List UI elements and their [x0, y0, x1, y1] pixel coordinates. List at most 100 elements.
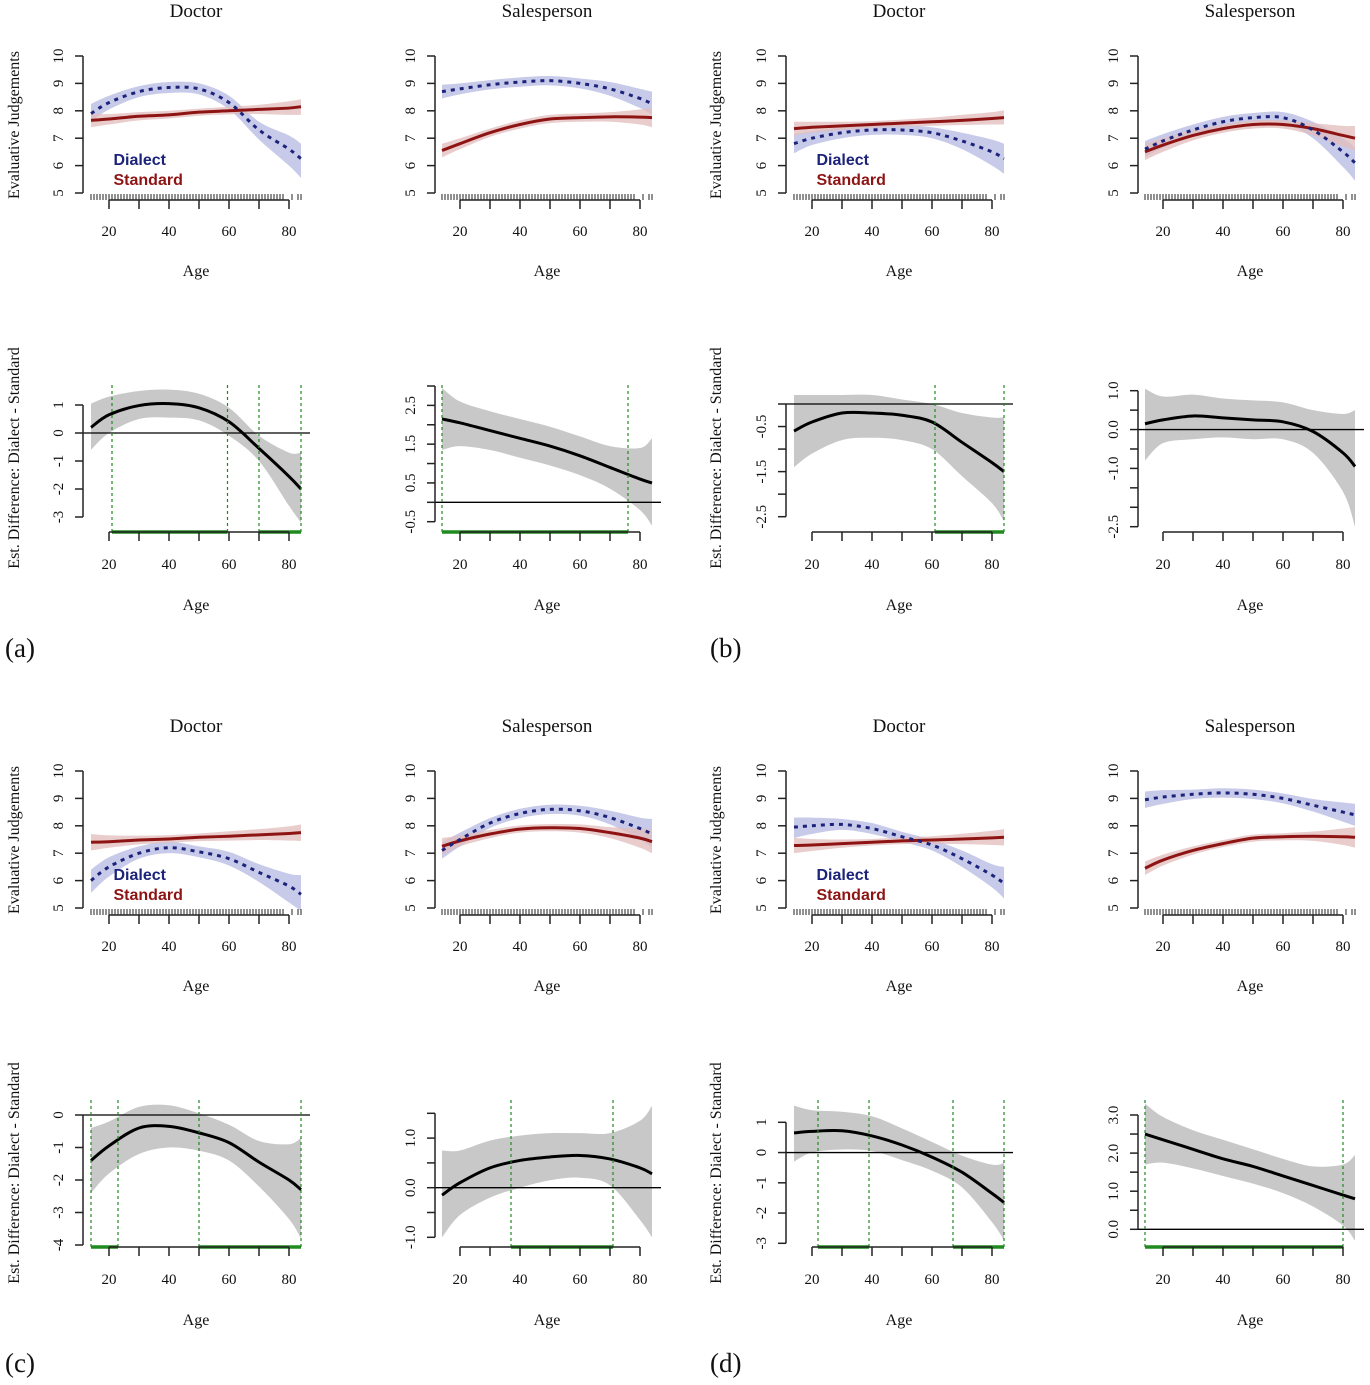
y-tick-label: 9: [403, 795, 419, 803]
x-tick-label: 80: [985, 224, 1000, 240]
x-tick-label: 60: [222, 224, 237, 240]
x-tick-label: 40: [162, 1272, 177, 1288]
y-tick-label: 9: [1106, 795, 1122, 803]
difference-plot-a-doctor: -3 -2 -1 0 1 20 40 60 80 Age Est. Difference: Dial…: [6, 347, 310, 614]
plot-title: Salesperson: [502, 1, 593, 22]
difference-confidence-band: [1145, 388, 1355, 527]
y-tick-label: 9: [403, 80, 419, 88]
x-tick-label: 80: [985, 939, 1000, 955]
y-tick-label: 5: [403, 189, 419, 197]
x-tick-label: 40: [513, 224, 528, 240]
x-axis-label: Age: [886, 263, 913, 280]
difference-plot-b-salesperson: -2.5 -1.0 0.0 1.0 20 40 60 80 Age: [1106, 381, 1364, 614]
y-tick-label: 6: [1106, 161, 1122, 169]
x-tick-label: 20: [453, 557, 468, 573]
dialect-line: [793, 128, 1005, 161]
x-tick-label: 40: [513, 1272, 528, 1288]
y-tick-label: 0: [51, 429, 67, 437]
y-tick-label: 10: [754, 764, 770, 779]
x-axis-label: Age: [886, 1312, 913, 1329]
y-tick-label: 1: [754, 1119, 770, 1127]
y-tick-label: 6: [51, 876, 67, 884]
y-axis-label: Est. Difference: Dialect - Standard: [708, 347, 725, 568]
y-tick-label: 8: [403, 107, 419, 115]
y-tick-label: -1: [51, 455, 67, 468]
x-tick-label: 80: [1336, 224, 1351, 240]
x-tick-label: 20: [1156, 224, 1171, 240]
x-tick-label: 40: [513, 557, 528, 573]
difference-confidence-band: [1145, 1103, 1355, 1241]
y-tick-label: 6: [754, 161, 770, 169]
x-tick-label: 60: [1276, 939, 1291, 955]
x-axis-label: Age: [534, 978, 561, 995]
x-tick-label: 20: [102, 1272, 117, 1288]
y-tick-label: -4: [51, 1238, 67, 1251]
y-tick-label: 6: [403, 161, 419, 169]
x-tick-label: 80: [633, 557, 648, 573]
dialect-line: [1144, 115, 1357, 164]
panel-label: (a): [5, 633, 35, 663]
x-tick-label: 40: [1216, 557, 1231, 573]
y-tick-label: 10: [403, 49, 419, 64]
x-axis-label: Age: [1237, 1312, 1264, 1329]
plot-title: Salesperson: [1205, 716, 1296, 737]
y-tick-label: 0: [754, 1149, 770, 1157]
y-tick-label: 8: [754, 107, 770, 115]
standard-confidence-band: [1145, 827, 1355, 876]
difference-line: [1144, 414, 1357, 468]
difference-confidence-band: [91, 1104, 301, 1239]
panel-label: (d): [710, 1348, 741, 1378]
standard-line: [441, 115, 653, 152]
x-tick-label: 60: [222, 557, 237, 573]
y-tick-label: 6: [403, 876, 419, 884]
y-tick-label: 7: [403, 849, 419, 857]
plot-title: Doctor: [873, 716, 926, 737]
standard-line: [1144, 122, 1356, 154]
y-tick-label: 9: [754, 80, 770, 88]
x-tick-label: 40: [865, 1272, 880, 1288]
x-tick-label: 60: [1276, 224, 1291, 240]
plot-title: Doctor: [170, 1, 223, 22]
x-tick-label: 40: [162, 557, 177, 573]
difference-confidence-band: [91, 389, 301, 523]
y-tick-label: -2.5: [1106, 515, 1122, 539]
difference-plot-a-salesperson: -0.5 0.5 1.5 2.5 20 40 60 80 Age: [403, 385, 661, 614]
x-tick-label: 80: [633, 939, 648, 955]
standard-line: [90, 831, 302, 844]
y-tick-label: 6: [51, 161, 67, 169]
x-tick-label: 20: [102, 939, 117, 955]
panel-label: (c): [5, 1348, 35, 1378]
x-tick-label: 80: [985, 557, 1000, 573]
difference-line: [90, 401, 303, 491]
y-tick-label: -2: [754, 1207, 770, 1220]
y-tick-label: -3: [51, 1206, 67, 1219]
legend-dialect: Dialect: [114, 152, 167, 169]
x-tick-label: 20: [1156, 1272, 1171, 1288]
y-tick-label: -1.5: [754, 460, 770, 484]
y-tick-label: -2: [51, 1174, 67, 1187]
x-tick-label: 60: [222, 1272, 237, 1288]
x-tick-label: 20: [1156, 557, 1171, 573]
y-tick-label: 7: [1106, 134, 1122, 142]
x-tick-label: 40: [1216, 1272, 1231, 1288]
x-tick-label: 20: [805, 939, 820, 955]
y-tick-label: 5: [754, 189, 770, 197]
ratings-plot-a-salesperson: Salesperson 5 6 7 8 9 10 20 40 60 80 Age: [403, 1, 653, 280]
x-tick-label: 60: [573, 1272, 588, 1288]
y-tick-label: 8: [403, 822, 419, 830]
y-tick-label: 1.5: [403, 435, 419, 454]
y-tick-label: 7: [754, 849, 770, 857]
y-tick-label: 5: [51, 189, 67, 197]
x-tick-label: 60: [925, 557, 940, 573]
y-tick-label: 7: [754, 134, 770, 142]
ratings-plot-d-doctor: Doctor Dialect Standard 5 6 7 8 9 10 20 40 60 80 Age E…: [708, 716, 1005, 995]
y-tick-label: 7: [1106, 849, 1122, 857]
dialect-confidence-band: [91, 841, 301, 911]
y-axis-label: Evaluative Judgements: [708, 766, 725, 914]
x-tick-label: 80: [282, 557, 297, 573]
y-tick-label: 10: [403, 764, 419, 779]
dialect-line: [793, 822, 1005, 885]
standard-line: [90, 105, 302, 122]
y-tick-label: 5: [403, 904, 419, 912]
x-axis-label: Age: [534, 597, 561, 614]
